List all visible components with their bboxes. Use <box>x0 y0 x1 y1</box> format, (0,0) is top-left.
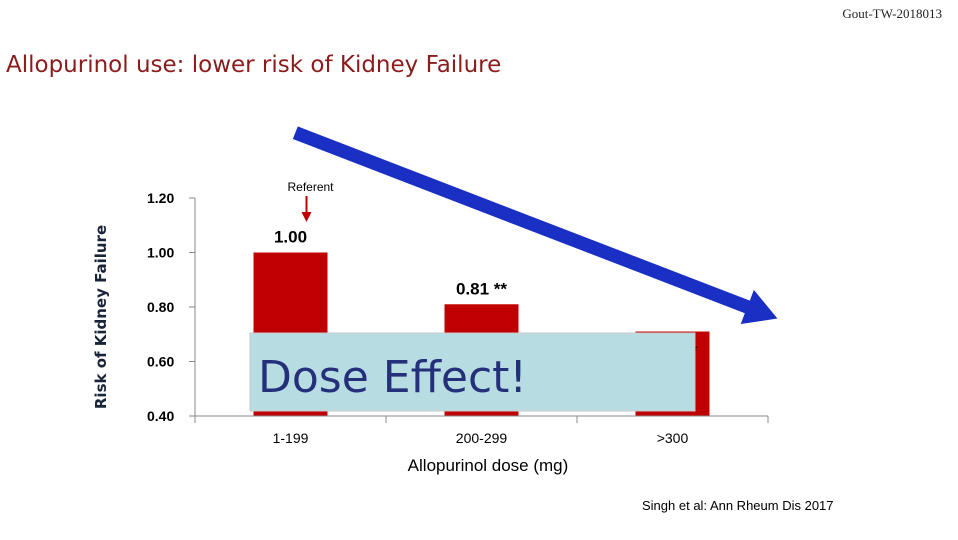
referent-pointer-icon <box>301 196 312 222</box>
citation: Singh et al: Ann Rheum Dis 2017 <box>642 498 834 513</box>
y-axis-ticks: 0.40 0.60 0.80 1.00 1.20 <box>147 190 196 424</box>
data-label: 1.00 <box>274 228 307 247</box>
x-category-label: 1-199 <box>273 430 309 446</box>
referent-annotation: Referent <box>287 180 334 194</box>
y-tick-label: 1.00 <box>147 245 174 261</box>
y-tick-label: 0.40 <box>147 408 174 424</box>
y-tick-label: 0.80 <box>147 299 174 315</box>
x-axis-categories: 1-199 200-299 >300 <box>273 430 689 446</box>
y-tick-label: 1.20 <box>147 190 174 206</box>
data-label: 0.81 ** <box>456 279 507 298</box>
x-axis-label: Allopurinol dose (mg) <box>408 456 569 475</box>
x-category-label: >300 <box>657 430 689 446</box>
dose-effect-text: Dose Effect! <box>258 352 527 403</box>
x-category-label: 200-299 <box>456 430 508 446</box>
trend-arrow-icon <box>292 126 778 325</box>
slide-title: Allopurinol use: lower risk of Kidney Fa… <box>6 52 502 78</box>
y-tick-label: 0.60 <box>147 354 174 370</box>
dose-effect-callout: Dose Effect! <box>249 332 696 412</box>
x-axis-ticks <box>194 416 769 423</box>
document-id: Gout-TW-2018013 <box>842 6 942 21</box>
